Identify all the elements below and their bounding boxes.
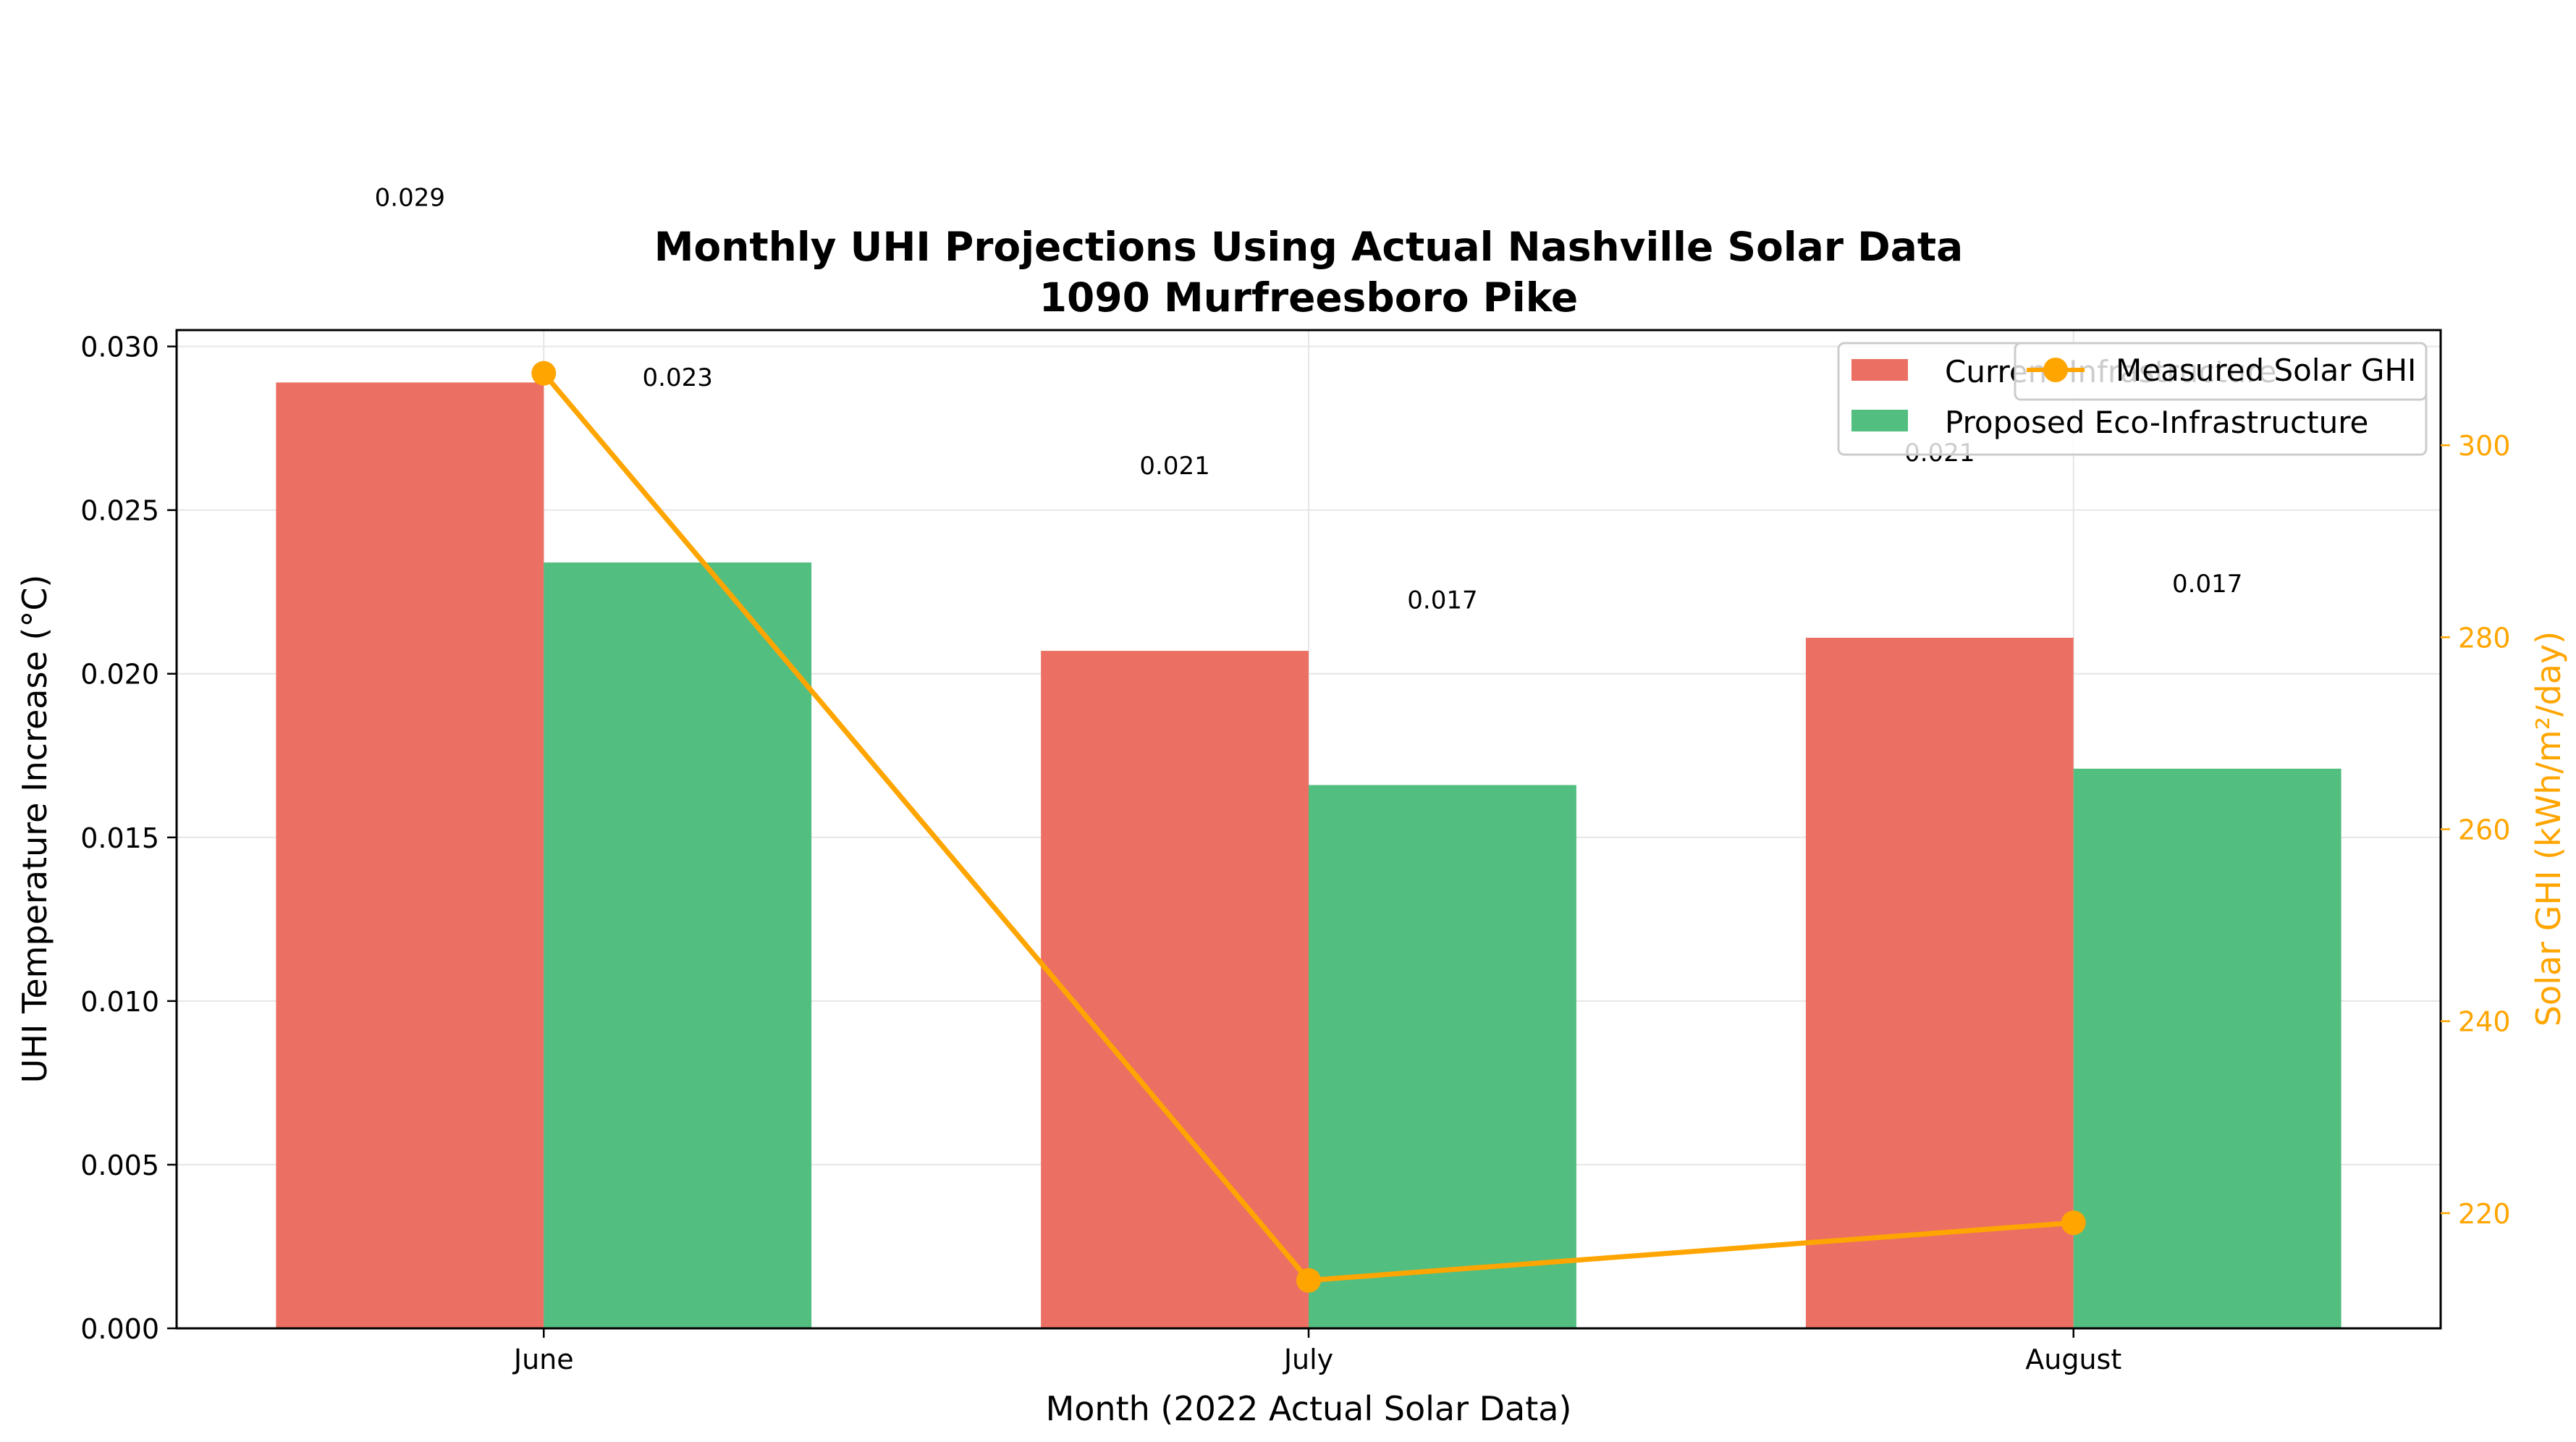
y-axis-label: UHI Temperature Increase (°C) xyxy=(15,575,54,1084)
y2-axis-label: Solar GHI (kWh/m²/day) xyxy=(2529,631,2568,1026)
solar-line xyxy=(531,360,2086,1293)
bar-value-label: 0.023 xyxy=(643,363,713,392)
left-axis-ticks: 0.000 0.005 0.010 0.015 0.020 0.025 0.030 xyxy=(80,332,177,1345)
y-tick-label: 0.030 xyxy=(80,332,159,363)
legend-swatch-proposed xyxy=(1851,410,1908,431)
bar-current xyxy=(1041,651,1309,1328)
solar-ghi-point xyxy=(1296,1268,1321,1293)
x-axis-label: Month (2022 Actual Solar Data) xyxy=(1046,1389,1572,1428)
y-tick-label: 0.020 xyxy=(80,659,159,691)
y2-tick-label: 280 xyxy=(2458,622,2511,654)
y-tick-label: 0.015 xyxy=(80,822,159,854)
bar-proposed xyxy=(544,562,812,1328)
bar-current xyxy=(276,382,544,1328)
solar-ghi-point xyxy=(2061,1210,2086,1236)
solar-ghi-point xyxy=(531,360,557,386)
x-tick-label: June xyxy=(512,1344,574,1375)
y-tick-label: 0.025 xyxy=(80,495,159,527)
x-tick-label: August xyxy=(2025,1344,2121,1375)
bar-value-label: 0.029 xyxy=(375,183,445,212)
y2-tick-label: 300 xyxy=(2458,430,2511,462)
y2-tick-label: 260 xyxy=(2458,814,2511,846)
bar-value-label: 0.017 xyxy=(1407,586,1477,615)
y2-tick-label: 220 xyxy=(2458,1198,2511,1230)
y-tick-label: 0.000 xyxy=(80,1313,159,1345)
x-tick-label: July xyxy=(1283,1344,1333,1375)
legend-swatch-current xyxy=(1851,359,1908,381)
right-axis-ticks: 220 240 260 280 300 xyxy=(2441,430,2511,1230)
line-legend-box xyxy=(2014,342,2428,401)
legend-line-marker xyxy=(2043,358,2068,382)
chart-title: Monthly UHI Projections Using Actual Nas… xyxy=(654,224,1964,270)
bar-value-label: 0.021 xyxy=(1139,452,1209,481)
chart-subtitle: 1090 Murfreesboro Pike xyxy=(1039,274,1578,321)
bar-value-label: 0.017 xyxy=(2172,570,2242,599)
legend-label-solar: Measured Solar GHI xyxy=(2116,353,2416,388)
y-tick-label: 0.005 xyxy=(80,1150,159,1181)
bars xyxy=(276,382,2341,1328)
y2-tick-label: 240 xyxy=(2458,1006,2511,1038)
x-axis-ticks: June July August xyxy=(512,1328,2121,1375)
bar-current xyxy=(1805,638,2074,1328)
y-tick-label: 0.010 xyxy=(80,986,159,1018)
line-legend: Measured Solar GHI xyxy=(2014,342,2428,401)
bar-proposed xyxy=(2073,768,2341,1328)
bar-proposed xyxy=(1309,785,1576,1328)
legend-label-proposed: Proposed Eco-Infrastructure xyxy=(1945,405,2368,440)
